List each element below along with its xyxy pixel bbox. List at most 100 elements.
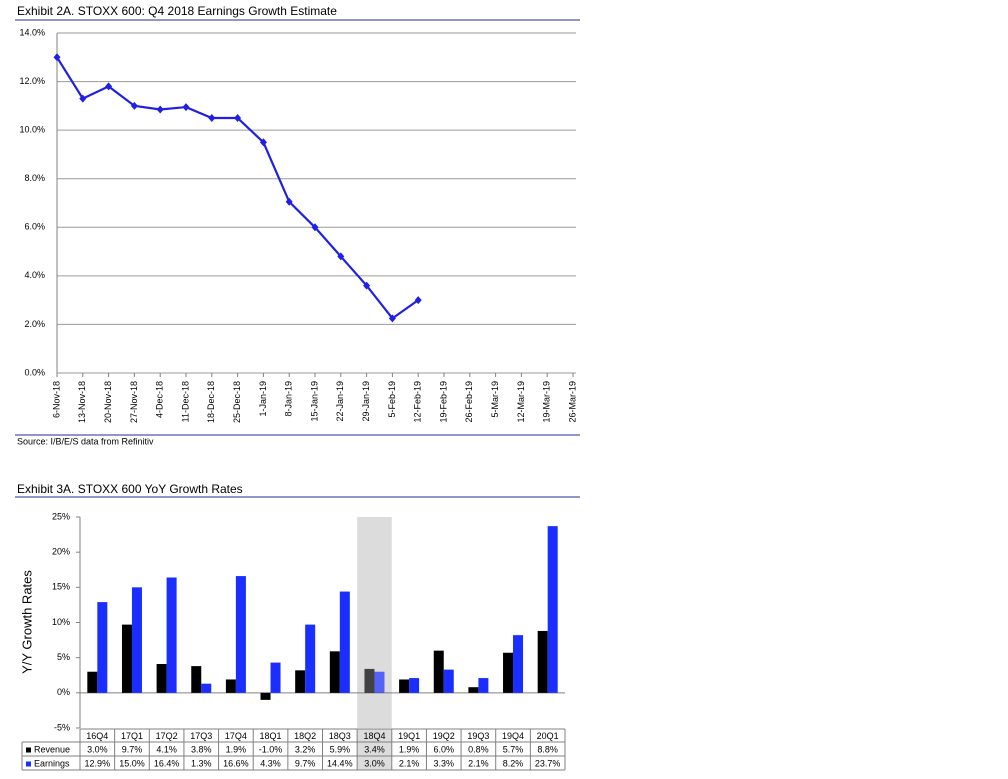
x-tick-label: 26-Feb-19 (464, 381, 474, 423)
legend-label: Revenue (34, 744, 70, 754)
value-label: 4.3% (260, 758, 281, 768)
x-tick-label: 8-Jan-19 (284, 381, 294, 417)
point-marker (414, 296, 422, 305)
bar (433, 650, 444, 693)
x-tick-label: 5-Feb-19 (387, 381, 397, 418)
x-tick-label: 5-Mar-19 (490, 381, 500, 418)
value-label: 1.9% (226, 744, 247, 754)
x-tick-label: 25-Dec-18 (232, 381, 242, 423)
x-tick-label: 12-Mar-19 (516, 381, 526, 423)
value-label: 12.9% (85, 758, 111, 768)
bar (409, 678, 420, 693)
bar (364, 668, 375, 693)
x-tick-label: 11-Dec-18 (180, 381, 190, 422)
y-tick-label: 15% (52, 582, 70, 592)
x-tick-label: 15-Jan-19 (309, 381, 319, 422)
bar (166, 577, 177, 693)
value-label: 16.4% (154, 758, 180, 768)
bar (399, 679, 410, 693)
x-tick-label: 29-Jan-19 (361, 381, 371, 422)
value-label: 3.8% (191, 744, 212, 754)
highlight-cell (357, 729, 392, 770)
value-label: 9.7% (295, 758, 316, 768)
x-tick-label: 17Q3 (190, 731, 212, 741)
x-tick-label: 16Q4 (86, 731, 108, 741)
bar (97, 602, 108, 693)
value-label: 3.2% (295, 744, 316, 754)
x-tick-label: 18Q4 (363, 731, 385, 741)
bar (235, 576, 246, 693)
value-label: 2.1% (399, 758, 420, 768)
chart-title: Exhibit 3A. STOXX 600 YoY Growth Rates (17, 482, 243, 496)
value-label: 5.9% (330, 744, 351, 754)
point-marker (259, 138, 267, 147)
point-marker (53, 53, 61, 62)
bar (191, 666, 202, 693)
x-tick-label: 18Q3 (329, 731, 351, 741)
y-tick-label: 0.0% (24, 367, 45, 377)
bar (156, 663, 167, 693)
bar (513, 635, 524, 693)
bar (270, 662, 281, 693)
x-tick-label: 19Q4 (502, 731, 524, 741)
x-tick-label: 18Q1 (260, 731, 282, 741)
point-marker (208, 114, 216, 122)
bar (478, 678, 489, 693)
y-tick-label: 10% (52, 617, 70, 627)
value-label: 0.8% (468, 744, 489, 754)
value-label: 3.4% (364, 744, 385, 754)
value-label: 15.0% (119, 758, 145, 768)
y-tick-label: 8.0% (24, 173, 45, 183)
x-tick-label: 20-Nov-18 (103, 381, 113, 423)
value-label: 4.1% (156, 744, 177, 754)
legend-swatch (26, 747, 31, 753)
point-marker (182, 103, 190, 112)
value-label: 3.0% (364, 758, 385, 768)
bar (547, 526, 558, 693)
x-tick-label: 19-Feb-19 (438, 381, 448, 423)
value-label: -1.0% (259, 744, 283, 754)
legend-label: Earnings (34, 758, 70, 768)
y-tick-label: 2.0% (24, 319, 45, 329)
x-tick-label: 4-Dec-18 (155, 381, 165, 418)
data-line (56, 56, 419, 320)
y-tick-label: 5% (57, 652, 70, 662)
x-tick-label: 27-Nov-18 (129, 381, 139, 423)
bar (260, 692, 271, 700)
bar (374, 671, 385, 693)
x-tick-label: 22-Jan-19 (335, 381, 345, 422)
value-label: 8.2% (503, 758, 524, 768)
value-label: 3.3% (433, 758, 454, 768)
point-marker (105, 82, 113, 91)
point-marker (337, 252, 345, 261)
value-label: 1.3% (191, 758, 212, 768)
point-marker (234, 114, 242, 122)
bar (468, 687, 479, 693)
point-marker (388, 314, 396, 323)
x-tick-label: 17Q4 (225, 731, 247, 741)
value-label: 5.7% (503, 744, 524, 754)
bar (201, 683, 212, 693)
x-tick-label: 13-Nov-18 (77, 381, 87, 423)
value-label: 3.0% (87, 744, 108, 754)
x-tick-label: 19Q1 (398, 731, 420, 741)
bar (329, 651, 340, 693)
legend-swatch (26, 761, 31, 767)
x-tick-label: 18Q2 (294, 731, 316, 741)
x-tick-label: 20Q1 (537, 731, 559, 741)
x-tick-label: 26-Mar-19 (567, 381, 577, 423)
bar (225, 679, 236, 693)
bar (121, 624, 132, 693)
point-marker (156, 105, 164, 114)
y-tick-label: 0% (57, 687, 70, 697)
bar (295, 670, 306, 693)
y-tick-label: 25% (52, 511, 70, 521)
value-label: 8.8% (537, 744, 558, 754)
point-marker (79, 94, 87, 103)
source-note: Source: I/B/E/S data from Refinitiv (17, 436, 154, 446)
value-label: 6.0% (433, 744, 454, 754)
value-label: 9.7% (122, 744, 143, 754)
point-marker (130, 101, 138, 110)
x-tick-label: 1-Jan-19 (258, 381, 268, 417)
